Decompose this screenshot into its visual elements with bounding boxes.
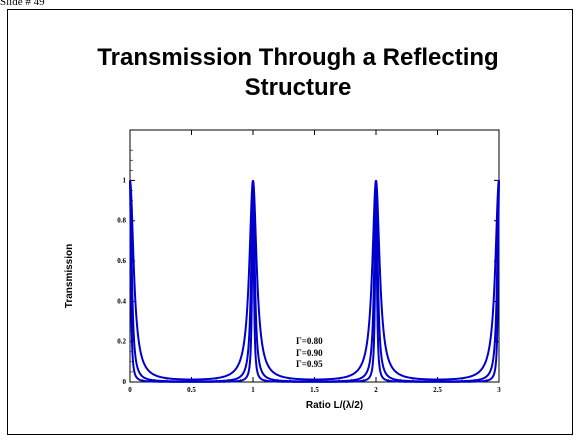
y-tick-label: 0.2 bbox=[117, 338, 126, 346]
x-tick-label: 0 bbox=[128, 386, 132, 394]
slide-frame bbox=[7, 9, 573, 435]
slide-title-line-1: Transmission Through a Reflecting bbox=[97, 44, 499, 71]
x-axis-label: Ratio L/(λ/2) bbox=[306, 400, 363, 411]
y-tick-label: 0.6 bbox=[117, 257, 126, 265]
slide-number-label: Slide # 49 bbox=[0, 0, 45, 8]
y-tick-label: 0.8 bbox=[117, 217, 126, 225]
y-tick-label: 0 bbox=[123, 378, 127, 386]
x-tick-label: 2 bbox=[374, 386, 378, 394]
slide-title-line-2: Structure bbox=[244, 74, 352, 101]
x-tick-label: 0.5 bbox=[187, 386, 196, 394]
slide-title: Transmission Through a Reflecting Struct… bbox=[40, 43, 556, 103]
x-tick-label: 1 bbox=[251, 386, 255, 394]
x-tick-label: 1.5 bbox=[310, 386, 319, 394]
x-tick-label: 2.5 bbox=[433, 386, 442, 394]
x-tick-label: 3 bbox=[497, 386, 501, 394]
series-annotation-label: Γ=0.80 bbox=[296, 336, 323, 346]
series-annotation-label: Γ=0.95 bbox=[296, 359, 323, 369]
series-annotation-label: Γ=0.90 bbox=[296, 348, 323, 358]
y-tick-label: 1 bbox=[123, 176, 127, 184]
series-line-gamma-2 bbox=[129, 180, 500, 383]
series-line-gamma-0 bbox=[129, 180, 500, 381]
y-tick-label: 0.4 bbox=[117, 297, 126, 305]
y-axis-label: Transmission bbox=[64, 244, 75, 308]
